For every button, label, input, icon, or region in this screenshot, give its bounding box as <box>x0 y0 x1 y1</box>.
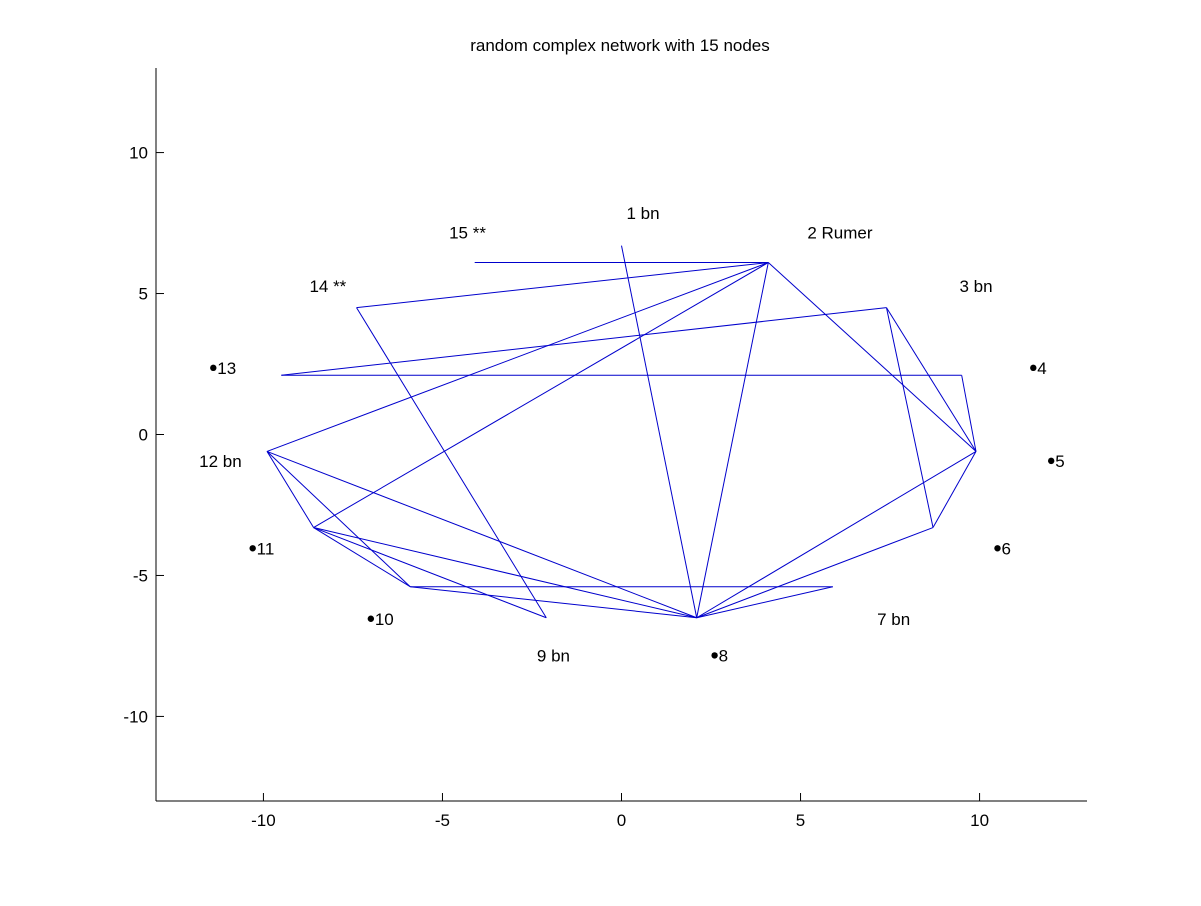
node-label: 11 <box>257 539 275 558</box>
node-label: 10 <box>375 610 394 629</box>
network-edge <box>313 262 769 528</box>
node-label: 6 <box>1001 539 1010 558</box>
y-tick-label: 5 <box>139 285 148 304</box>
node-label: 8 <box>719 646 728 665</box>
node-label: 5 <box>1055 452 1064 471</box>
network-edge <box>266 450 697 619</box>
network-edge <box>621 245 698 618</box>
node-marker <box>249 545 256 552</box>
node-label: 7 bn <box>877 610 910 629</box>
node-marker <box>711 652 718 659</box>
node-label: 1 bn <box>626 204 659 223</box>
node-marker <box>210 364 217 372</box>
node-label: 4 <box>1037 359 1046 378</box>
network-edge <box>266 262 769 452</box>
network-edge <box>356 262 769 309</box>
network-edge <box>266 451 411 588</box>
y-tick-label: -10 <box>123 707 148 726</box>
node-label: 9 bn <box>537 646 570 665</box>
x-tick-label: 0 <box>617 811 626 830</box>
x-tick-label: 10 <box>970 811 989 830</box>
nodes: 1 bn 2 Rumer 3 bn 4 5 6 7 bn 8 9 bn 10 11 12 bn 13 14… <box>199 204 1064 666</box>
network-edge <box>885 307 934 528</box>
node-label: 15 ** <box>449 224 486 243</box>
x-tick-label: 5 <box>796 811 805 830</box>
node-marker <box>994 545 1001 552</box>
network-edge <box>313 527 697 619</box>
network-edge <box>696 527 934 619</box>
network-edge <box>932 451 977 528</box>
network-edge <box>696 262 769 618</box>
edges <box>266 245 977 619</box>
y-tick-label: 0 <box>139 426 148 445</box>
network-edge <box>281 307 887 376</box>
node-label: 2 Rumer <box>807 224 873 243</box>
network-edge <box>696 586 833 619</box>
node-label: 12 bn <box>199 452 242 471</box>
node-marker <box>367 615 375 622</box>
y-tick-label: -5 <box>133 566 148 585</box>
node-label: 13 <box>217 359 236 378</box>
network-edge <box>696 450 977 619</box>
x-tick-label: -5 <box>435 811 450 830</box>
node-label: 3 bn <box>959 277 992 296</box>
chart-title: random complex network with 15 nodes <box>470 36 770 55</box>
network-edge <box>767 262 977 452</box>
node-marker <box>1030 364 1037 372</box>
y-tick-label: 10 <box>129 144 148 163</box>
network-edge <box>313 527 411 588</box>
network-edge <box>886 307 977 452</box>
axes: -10 -5 0 5 10 10 5 0 -5 -10 <box>123 68 1087 830</box>
network-edge <box>410 586 697 619</box>
network-edge <box>313 527 547 619</box>
network-edge <box>961 375 977 452</box>
network-edge <box>356 307 547 619</box>
node-marker <box>1047 457 1055 465</box>
x-tick-label: -10 <box>251 811 276 830</box>
network-edge <box>266 451 314 528</box>
node-label: 14 ** <box>309 277 346 296</box>
